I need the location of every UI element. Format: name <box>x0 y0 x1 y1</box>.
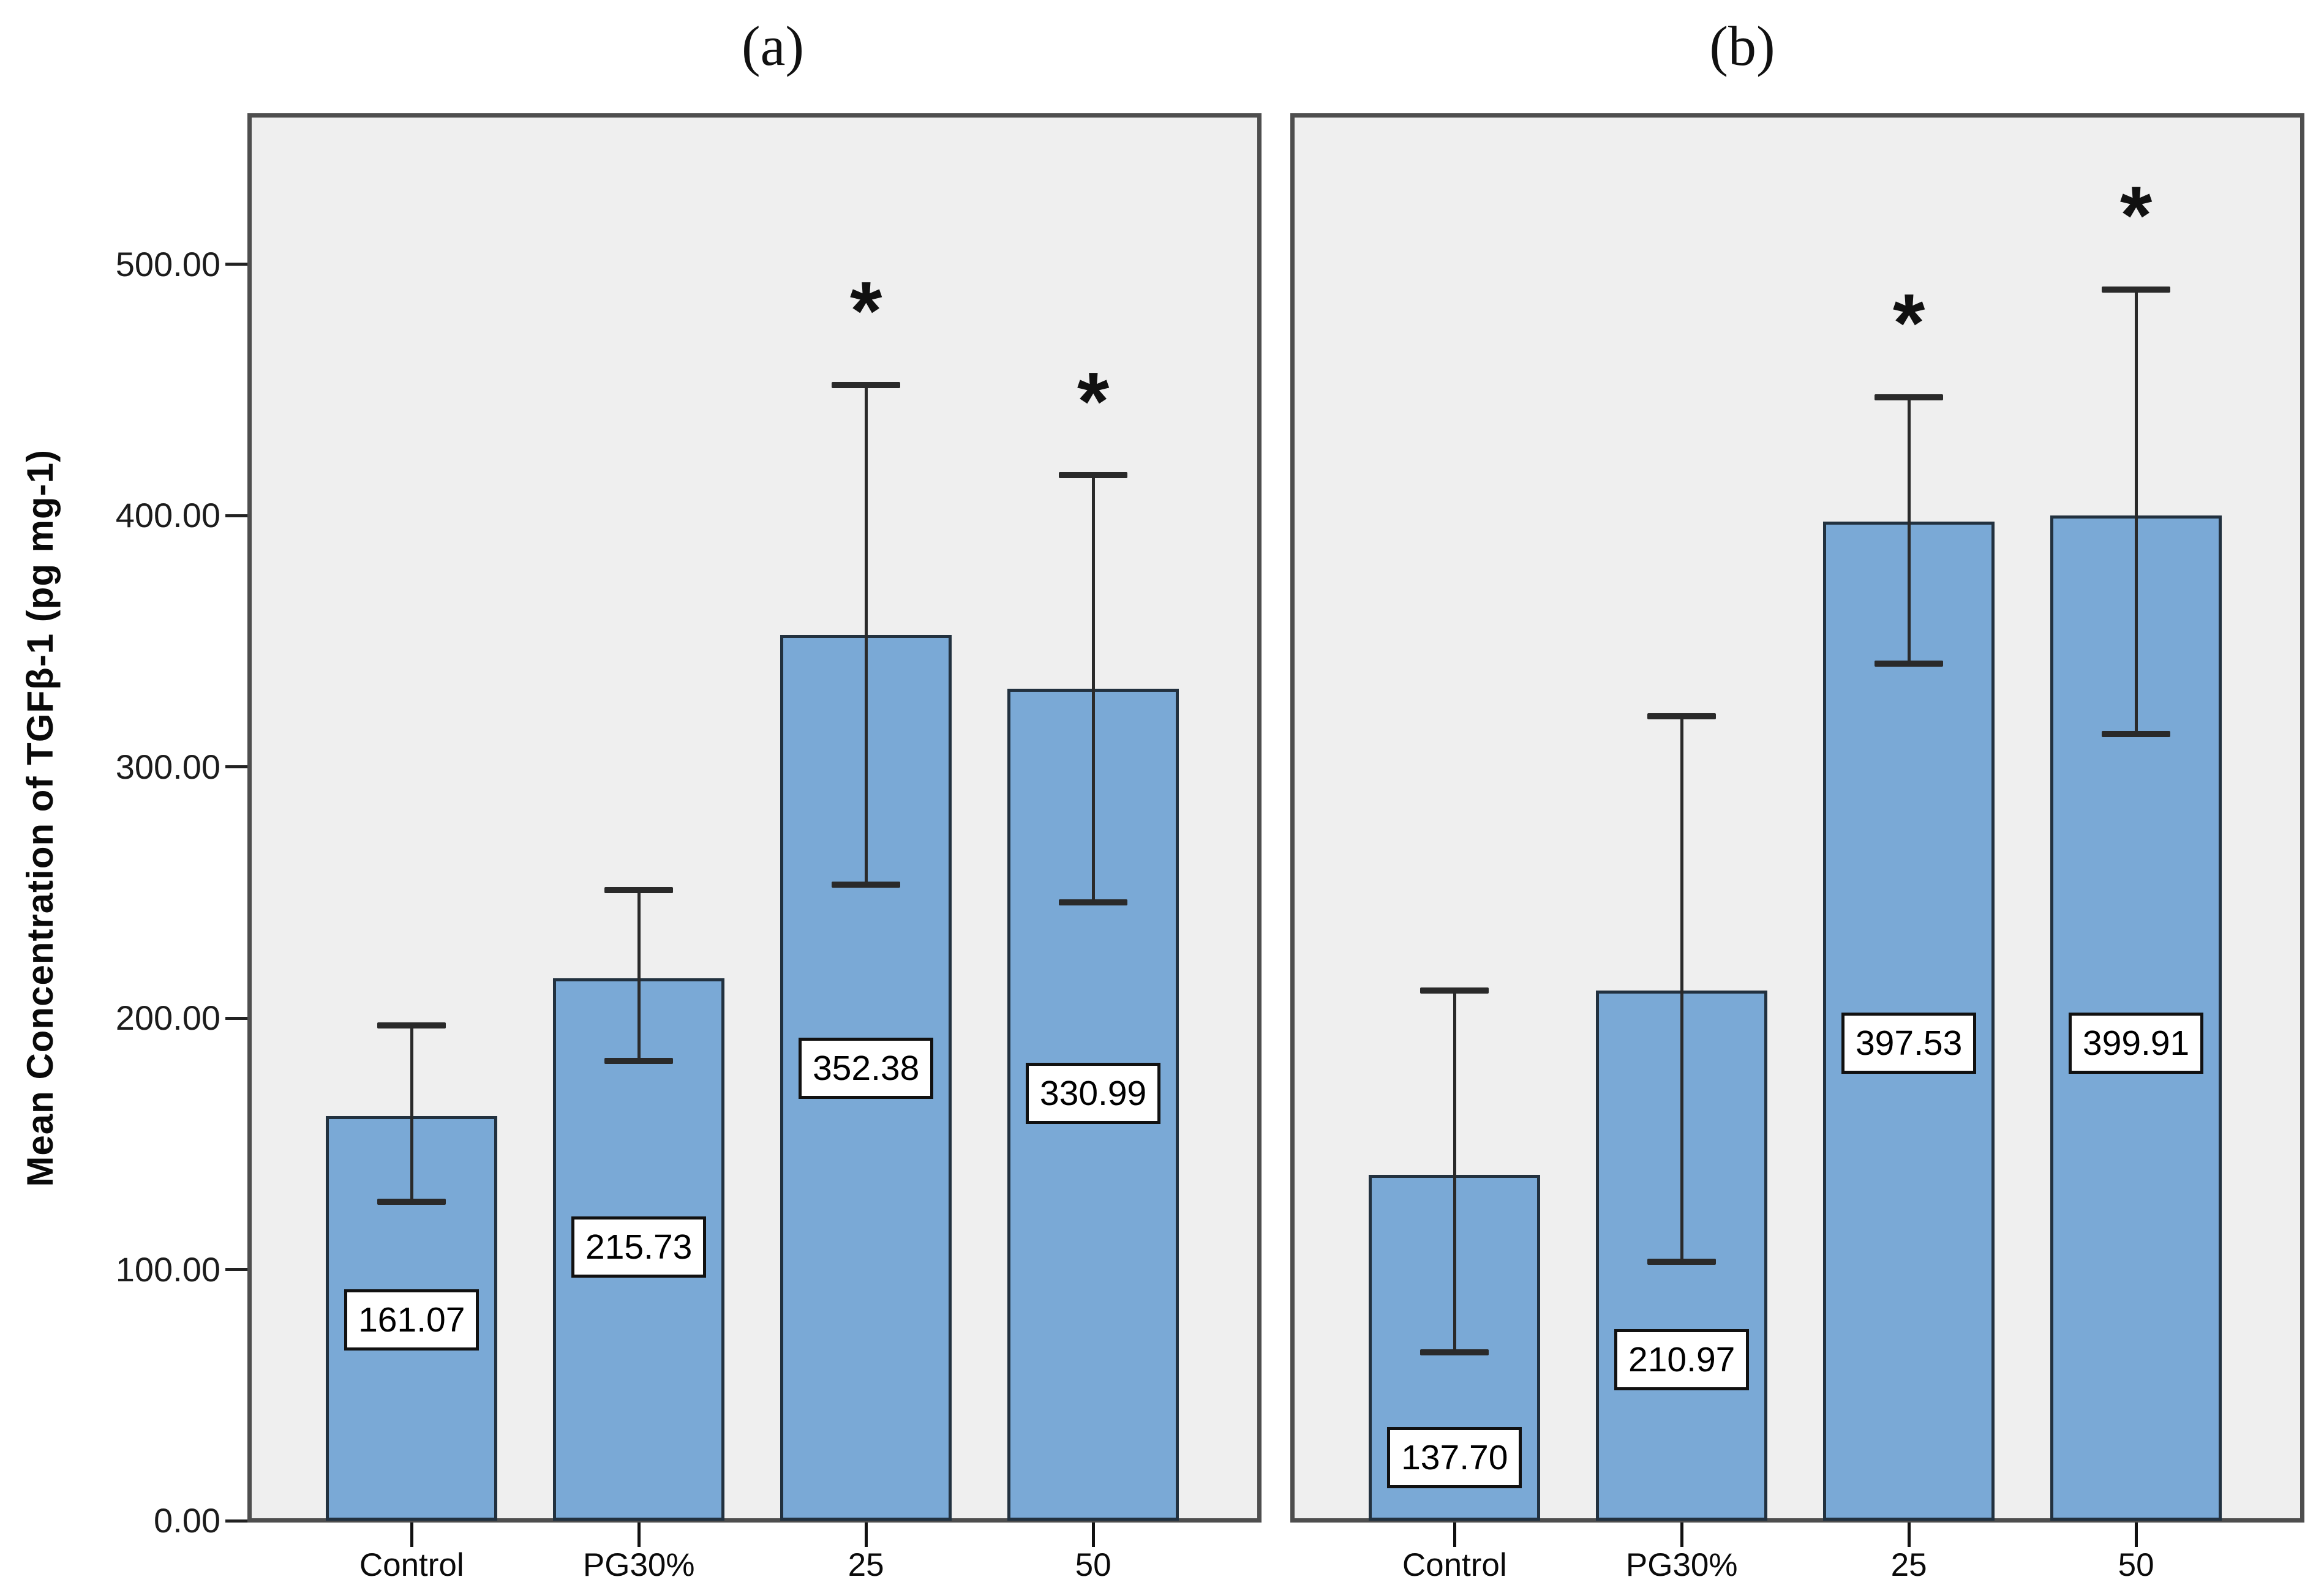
error-bar-bottom-cap <box>604 1057 674 1064</box>
x-category-label: Control <box>1402 1547 1507 1583</box>
error-bar-bottom-cap <box>832 882 901 888</box>
y-axis-tick-label: 500.00 <box>115 244 220 283</box>
error-bar-top-cap <box>1875 394 1944 401</box>
y-axis-tick <box>225 1016 247 1020</box>
error-bar-top-cap <box>2102 286 2171 293</box>
bar-value-label: 210.97 <box>1614 1329 1750 1391</box>
x-category-label: 25 <box>848 1547 884 1583</box>
y-axis-tick-label: 0.00 <box>154 1501 220 1540</box>
error-bar-bottom-cap <box>2102 731 2171 738</box>
x-axis-tick <box>637 1523 641 1547</box>
y-axis-tick <box>225 765 247 768</box>
significance-asterisk: * <box>2119 168 2153 261</box>
x-category-label: 25 <box>1890 1547 1927 1583</box>
error-bar-line <box>1907 397 1911 664</box>
error-bar-bottom-cap <box>1647 1259 1717 1265</box>
y-axis-tick-label: 200.00 <box>115 998 220 1037</box>
error-bar-bottom-cap <box>1059 899 1128 906</box>
panel-title: (a) <box>741 15 805 77</box>
error-bar-line <box>1091 475 1095 903</box>
error-bar-line <box>864 384 868 885</box>
panel-title: (b) <box>1709 15 1775 77</box>
error-bar-top-cap <box>1647 713 1717 720</box>
error-bar-line <box>410 1025 413 1202</box>
significance-asterisk: * <box>1077 354 1110 448</box>
error-bar-top-cap <box>604 886 674 893</box>
error-bar-line <box>1453 990 1456 1352</box>
error-bar-line <box>1680 716 1683 1262</box>
x-axis-tick <box>1453 1523 1456 1547</box>
y-axis-tick <box>225 1519 247 1523</box>
y-axis-tick-label: 300.00 <box>115 747 220 786</box>
x-category-label: Control <box>359 1547 464 1583</box>
x-category-label: PG30% <box>582 1547 695 1583</box>
y-axis-tick <box>225 1268 247 1271</box>
y-axis-title: Mean Concentration of TGFβ-1 (pg mg-1) <box>6 113 73 1523</box>
error-bar-top-cap <box>1420 987 1489 994</box>
x-axis-tick <box>1091 1523 1095 1547</box>
bar-value-label: 352.38 <box>799 1038 934 1100</box>
x-axis-tick <box>2134 1523 2138 1547</box>
error-bar-line <box>637 890 641 1061</box>
error-bar-top-cap <box>1059 472 1128 479</box>
y-axis-tick <box>225 514 247 517</box>
bar-value-label: 137.70 <box>1387 1427 1522 1489</box>
x-axis-tick <box>864 1523 868 1547</box>
bar-value-label: 330.99 <box>1026 1063 1161 1125</box>
x-category-label: 50 <box>1075 1547 1111 1583</box>
y-axis-tick <box>225 263 247 266</box>
error-bar-top-cap <box>832 381 901 388</box>
bar-value-label: 161.07 <box>344 1289 479 1351</box>
x-category-label: PG30% <box>1625 1547 1738 1583</box>
significance-asterisk: * <box>1892 277 1925 370</box>
error-bar-bottom-cap <box>1875 661 1944 667</box>
x-axis-tick <box>1907 1523 1911 1547</box>
y-axis-tick-label: 400.00 <box>115 496 220 534</box>
error-bar-bottom-cap <box>377 1198 446 1205</box>
y-axis-title-text: Mean Concentration of TGFβ-1 (pg mg-1) <box>19 449 61 1187</box>
bar-value-label: 397.53 <box>1841 1013 1977 1074</box>
x-axis-tick <box>410 1523 413 1547</box>
significance-asterisk: * <box>849 264 882 357</box>
x-category-label: 50 <box>2118 1547 2154 1583</box>
x-axis-tick <box>1680 1523 1683 1547</box>
bar-value-label: 399.91 <box>2069 1013 2204 1074</box>
error-bar-top-cap <box>377 1022 446 1029</box>
error-bar-line <box>2134 289 2138 735</box>
y-axis-tick-label: 100.00 <box>115 1249 220 1289</box>
bar-value-label: 215.73 <box>571 1216 707 1278</box>
error-bar-bottom-cap <box>1420 1349 1489 1355</box>
